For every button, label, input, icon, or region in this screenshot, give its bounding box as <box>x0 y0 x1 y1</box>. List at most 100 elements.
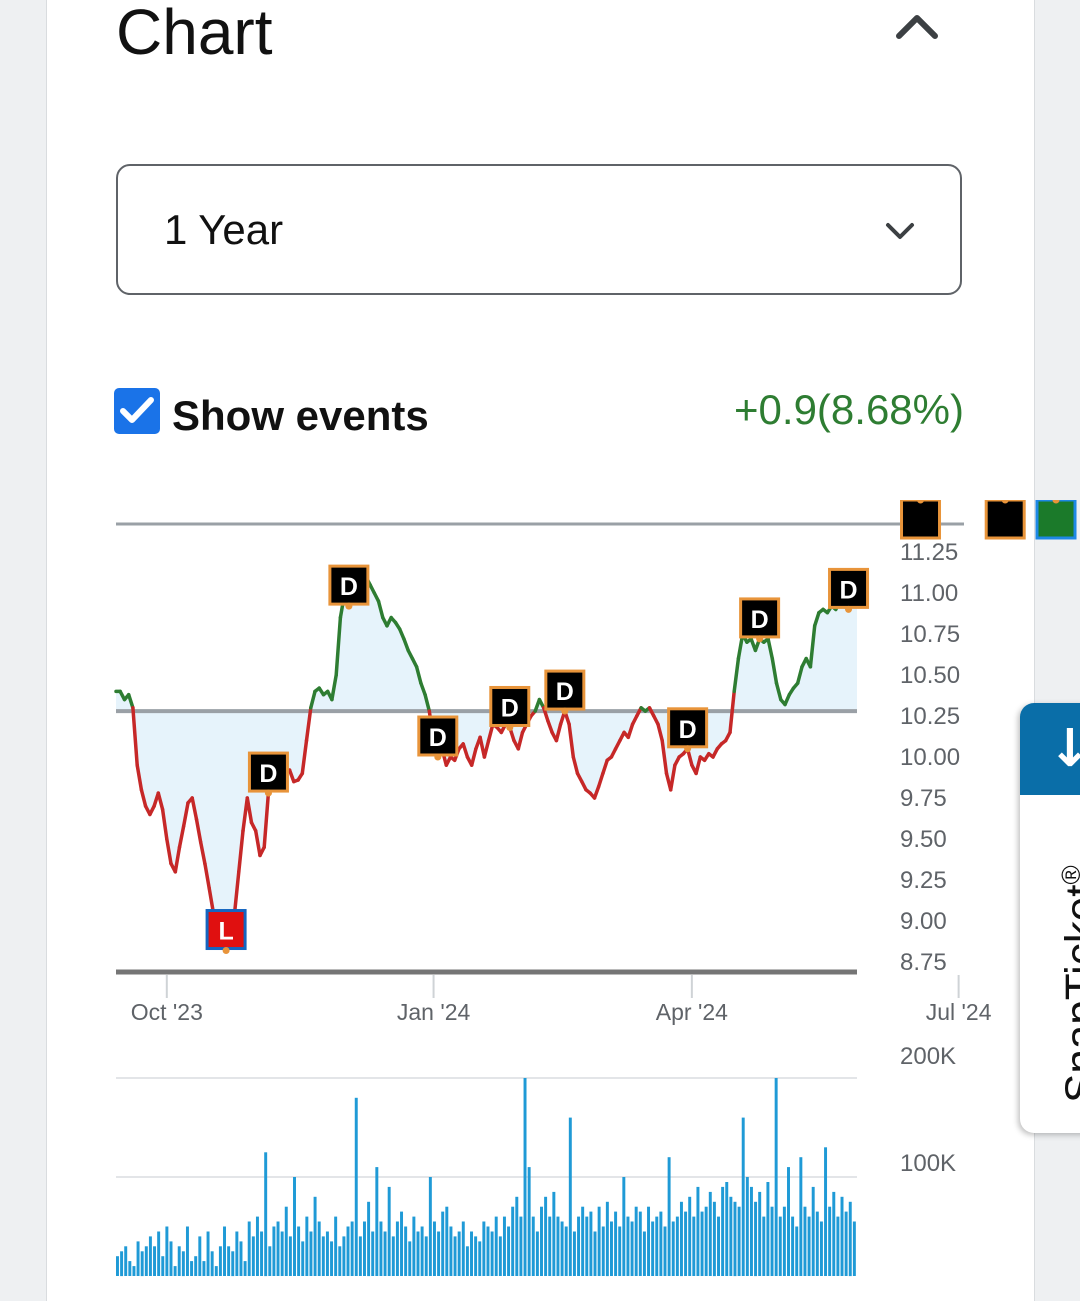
volume-bar <box>799 1157 803 1276</box>
volume-bar <box>367 1201 371 1277</box>
section-title: Chart <box>116 0 273 68</box>
volume-bar <box>441 1211 445 1276</box>
volume-bar <box>383 1231 387 1276</box>
price-line-segment <box>253 829 262 858</box>
volume-bar <box>325 1231 329 1276</box>
volume-bar <box>309 1231 313 1276</box>
price-line-segment <box>668 763 677 792</box>
volume-bar <box>630 1221 634 1276</box>
volume-bar <box>218 1246 222 1276</box>
volume-bar <box>280 1231 284 1276</box>
volume-bar <box>330 1241 334 1276</box>
event-marker-box <box>489 685 531 727</box>
price-line-segment <box>165 837 173 866</box>
snapticket-tab[interactable]: ↓ SnapTicket® <box>1020 703 1080 1133</box>
volume-bar <box>642 1231 646 1276</box>
volume-bar <box>288 1236 292 1276</box>
volume-bar <box>844 1211 848 1276</box>
dividend-event-marker[interactable]: D <box>247 751 289 797</box>
volume-bar <box>807 1216 811 1276</box>
y-tick-label: 10.75 <box>900 621 960 648</box>
y-tick-label: 9.75 <box>900 785 947 812</box>
dividend-event-marker[interactable]: D <box>828 567 870 613</box>
dividend-event-marker[interactable]: D <box>984 500 1026 540</box>
volume-bar <box>729 1196 733 1276</box>
volume-bar <box>412 1216 416 1276</box>
price-line-segment <box>656 722 664 743</box>
price-line-segment <box>482 738 491 759</box>
volume-bar <box>791 1216 795 1276</box>
dividend-event-marker[interactable]: D <box>544 669 586 715</box>
volume-bar <box>852 1221 856 1276</box>
volume-tick-label: 100K <box>900 1150 956 1177</box>
arrow-down-icon: ↓ <box>1048 719 1080 779</box>
event-marker-label: D <box>556 678 574 706</box>
price-line-segment <box>554 722 563 743</box>
price-line-segment <box>330 673 338 702</box>
volume-bar <box>762 1216 766 1276</box>
volume-bar <box>577 1216 581 1276</box>
volume-bar <box>363 1221 366 1276</box>
y-tick-label: 9.50 <box>900 826 947 853</box>
price-line-segment <box>770 656 779 685</box>
volume-bar <box>128 1261 132 1276</box>
price-line-segment <box>812 610 821 628</box>
volume-bar <box>552 1191 556 1276</box>
dividend-event-marker[interactable]: D <box>900 500 942 540</box>
volume-bar <box>556 1216 560 1276</box>
price-line-segment <box>376 599 385 620</box>
volume-bar <box>350 1221 354 1276</box>
volume-bar <box>223 1226 226 1276</box>
volume-bar <box>840 1196 844 1276</box>
high-event-marker[interactable]: H <box>1035 500 1077 540</box>
volume-bar <box>276 1221 280 1276</box>
volume-bar <box>721 1186 725 1276</box>
volume-bar <box>437 1231 441 1276</box>
low-event-marker[interactable]: L <box>205 909 247 955</box>
event-marker-box <box>544 669 586 711</box>
event-marker-box <box>205 909 247 951</box>
x-tick-label: Apr '24 <box>656 999 728 1025</box>
volume-bar <box>572 1231 576 1276</box>
price-line-segment <box>774 681 783 702</box>
dividend-event-marker[interactable]: D <box>489 685 531 731</box>
volume-bar <box>717 1216 720 1276</box>
volume-bar <box>338 1246 342 1276</box>
volume-bar <box>190 1261 194 1276</box>
event-marker-dot <box>756 635 764 643</box>
volume-bar <box>507 1226 511 1276</box>
volume-bar <box>535 1231 539 1276</box>
volume-bar <box>593 1231 597 1276</box>
time-range-value: 1 Year <box>164 206 284 253</box>
volume-bar <box>148 1236 152 1276</box>
dividend-event-marker[interactable]: D <box>667 707 709 753</box>
price-line-segment <box>245 796 254 825</box>
time-range-select[interactable]: 1 Year <box>116 164 962 295</box>
volume-bar <box>638 1211 642 1276</box>
dividend-event-marker[interactable]: D <box>417 715 459 761</box>
price-line-segment <box>198 840 207 866</box>
price-chart[interactable]: Oct '23 Jan '24 Apr '24 Jul '24 11.25 11.00 10… <box>0 500 1080 1301</box>
volume-bar <box>498 1236 502 1276</box>
volume-bar <box>153 1246 157 1276</box>
chevron-up-icon[interactable] <box>893 8 941 44</box>
dividend-event-marker[interactable]: D <box>328 564 370 610</box>
volume-bar <box>272 1226 276 1276</box>
volume-bar <box>712 1201 716 1277</box>
dividend-event-marker[interactable]: D <box>739 597 781 643</box>
event-marker-label: D <box>679 716 697 744</box>
volume-bar <box>692 1216 696 1276</box>
show-events-checkbox[interactable] <box>114 388 160 434</box>
volume-bar <box>391 1236 395 1276</box>
price-line-segment <box>181 801 190 828</box>
price-line-segment <box>139 788 148 808</box>
volume-bar <box>828 1206 832 1276</box>
y-tick-label: 11.00 <box>900 580 958 607</box>
snapticket-header: ↓ <box>1020 703 1080 795</box>
volume-bar <box>416 1231 420 1276</box>
volume-bar <box>227 1246 231 1276</box>
volume-bar <box>684 1211 688 1276</box>
volume-bar <box>544 1196 548 1276</box>
volume-bar <box>659 1211 663 1276</box>
events-row: Show events +0.9(8.68%) <box>114 386 974 448</box>
